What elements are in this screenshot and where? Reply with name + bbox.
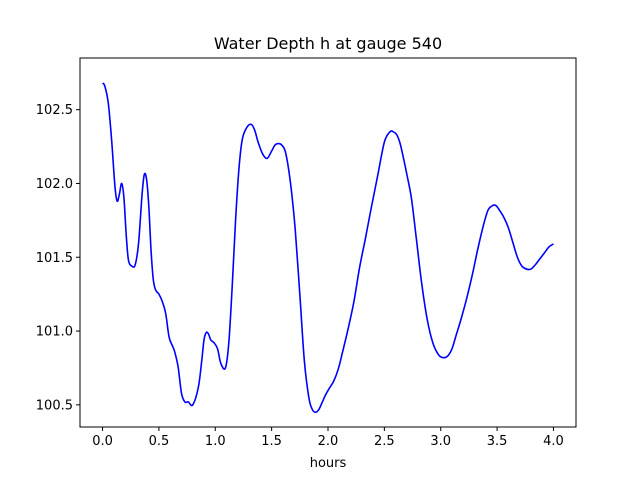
y-tick-label: 101.0: [36, 325, 73, 340]
x-tick-label: 2.5: [374, 434, 395, 449]
y-tick-label: 101.5: [36, 251, 73, 266]
plot-frame: [79, 57, 577, 428]
y-axis-ticks: 100.5 101.0 101.5 102.0 102.5: [36, 103, 80, 413]
plot-area: [101, 82, 554, 414]
x-tick-label: 4.0: [543, 434, 564, 449]
y-tick-label: 100.5: [36, 398, 73, 413]
x-tick-label: 0.0: [92, 434, 113, 449]
x-tick-label: 3.5: [487, 434, 508, 449]
x-axis-label: hours: [310, 456, 347, 471]
y-tick-label: 102.0: [36, 177, 73, 192]
x-tick-label: 2.0: [318, 434, 339, 449]
chart-title: Water Depth h at gauge 540: [214, 34, 442, 53]
y-tick-label: 102.5: [36, 103, 73, 118]
x-axis-ticks: 0.0 0.5 1.0 1.5 2.0 2.5 3.0 3.5 4.0: [92, 427, 564, 449]
x-tick-label: 1.0: [205, 434, 226, 449]
x-tick-label: 0.5: [149, 434, 170, 449]
x-tick-label: 1.5: [261, 434, 282, 449]
x-tick-label: 3.0: [430, 434, 451, 449]
series-line-0: [101, 82, 554, 414]
